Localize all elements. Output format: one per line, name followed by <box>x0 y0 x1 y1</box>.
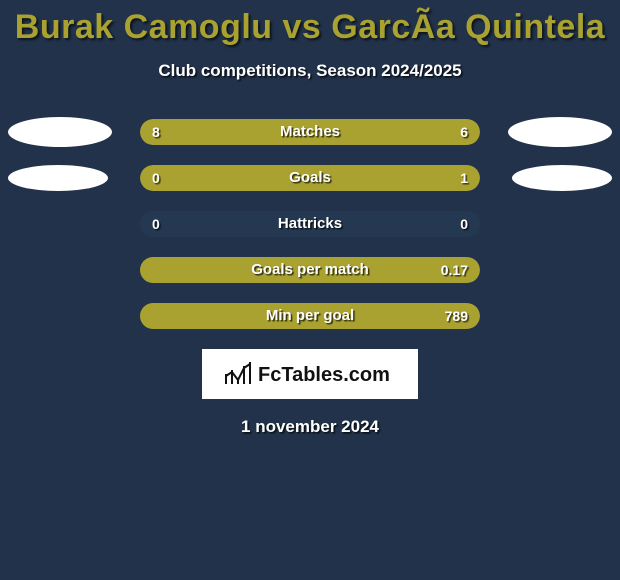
stat-pill: Goals0 1 <box>140 165 480 191</box>
subtitle: Club competitions, Season 2024/2025 <box>0 61 620 81</box>
stat-label: Hattricks <box>140 211 480 237</box>
stat-value-left: 0 <box>152 211 160 237</box>
fctables-logo-icon: FcTables.com <box>220 358 400 390</box>
logo-box: FcTables.com <box>202 349 418 399</box>
stat-pill: Min per goal789 <box>140 303 480 329</box>
stat-value-right: 1 <box>460 165 468 191</box>
stat-pill: Hattricks0 0 <box>140 211 480 237</box>
stat-value-left: 0 <box>152 165 160 191</box>
logo-text: FcTables.com <box>258 364 390 386</box>
page-title: Burak Camoglu vs GarcÃ­a Quintela <box>0 8 620 47</box>
stat-label: Goals <box>140 165 480 191</box>
player-avatar-right <box>512 165 612 191</box>
stat-row: Goals0 1 <box>0 165 620 191</box>
stat-pill: Matches8 6 <box>140 119 480 145</box>
player-avatar-left <box>8 117 112 147</box>
stat-label: Matches <box>140 119 480 145</box>
stat-row: Hattricks0 0 <box>0 211 620 237</box>
stat-row: Min per goal789 <box>0 303 620 329</box>
stat-label: Goals per match <box>140 257 480 283</box>
comparison-card: Burak Camoglu vs GarcÃ­a Quintela Club c… <box>0 0 620 437</box>
stat-value-right: 789 <box>445 303 468 329</box>
stat-row: Matches8 6 <box>0 119 620 145</box>
stats-rows: Matches86Goals01Hattricks00Goals per mat… <box>0 119 620 329</box>
stat-pill: Goals per match0.17 <box>140 257 480 283</box>
stat-value-right: 6 <box>460 119 468 145</box>
stat-value-left: 8 <box>152 119 160 145</box>
player-avatar-left <box>8 165 108 191</box>
stat-value-right: 0 <box>460 211 468 237</box>
stat-value-right: 0.17 <box>441 257 468 283</box>
stat-row: Goals per match0.17 <box>0 257 620 283</box>
date-label: 1 november 2024 <box>0 417 620 437</box>
stat-label: Min per goal <box>140 303 480 329</box>
player-avatar-right <box>508 117 612 147</box>
